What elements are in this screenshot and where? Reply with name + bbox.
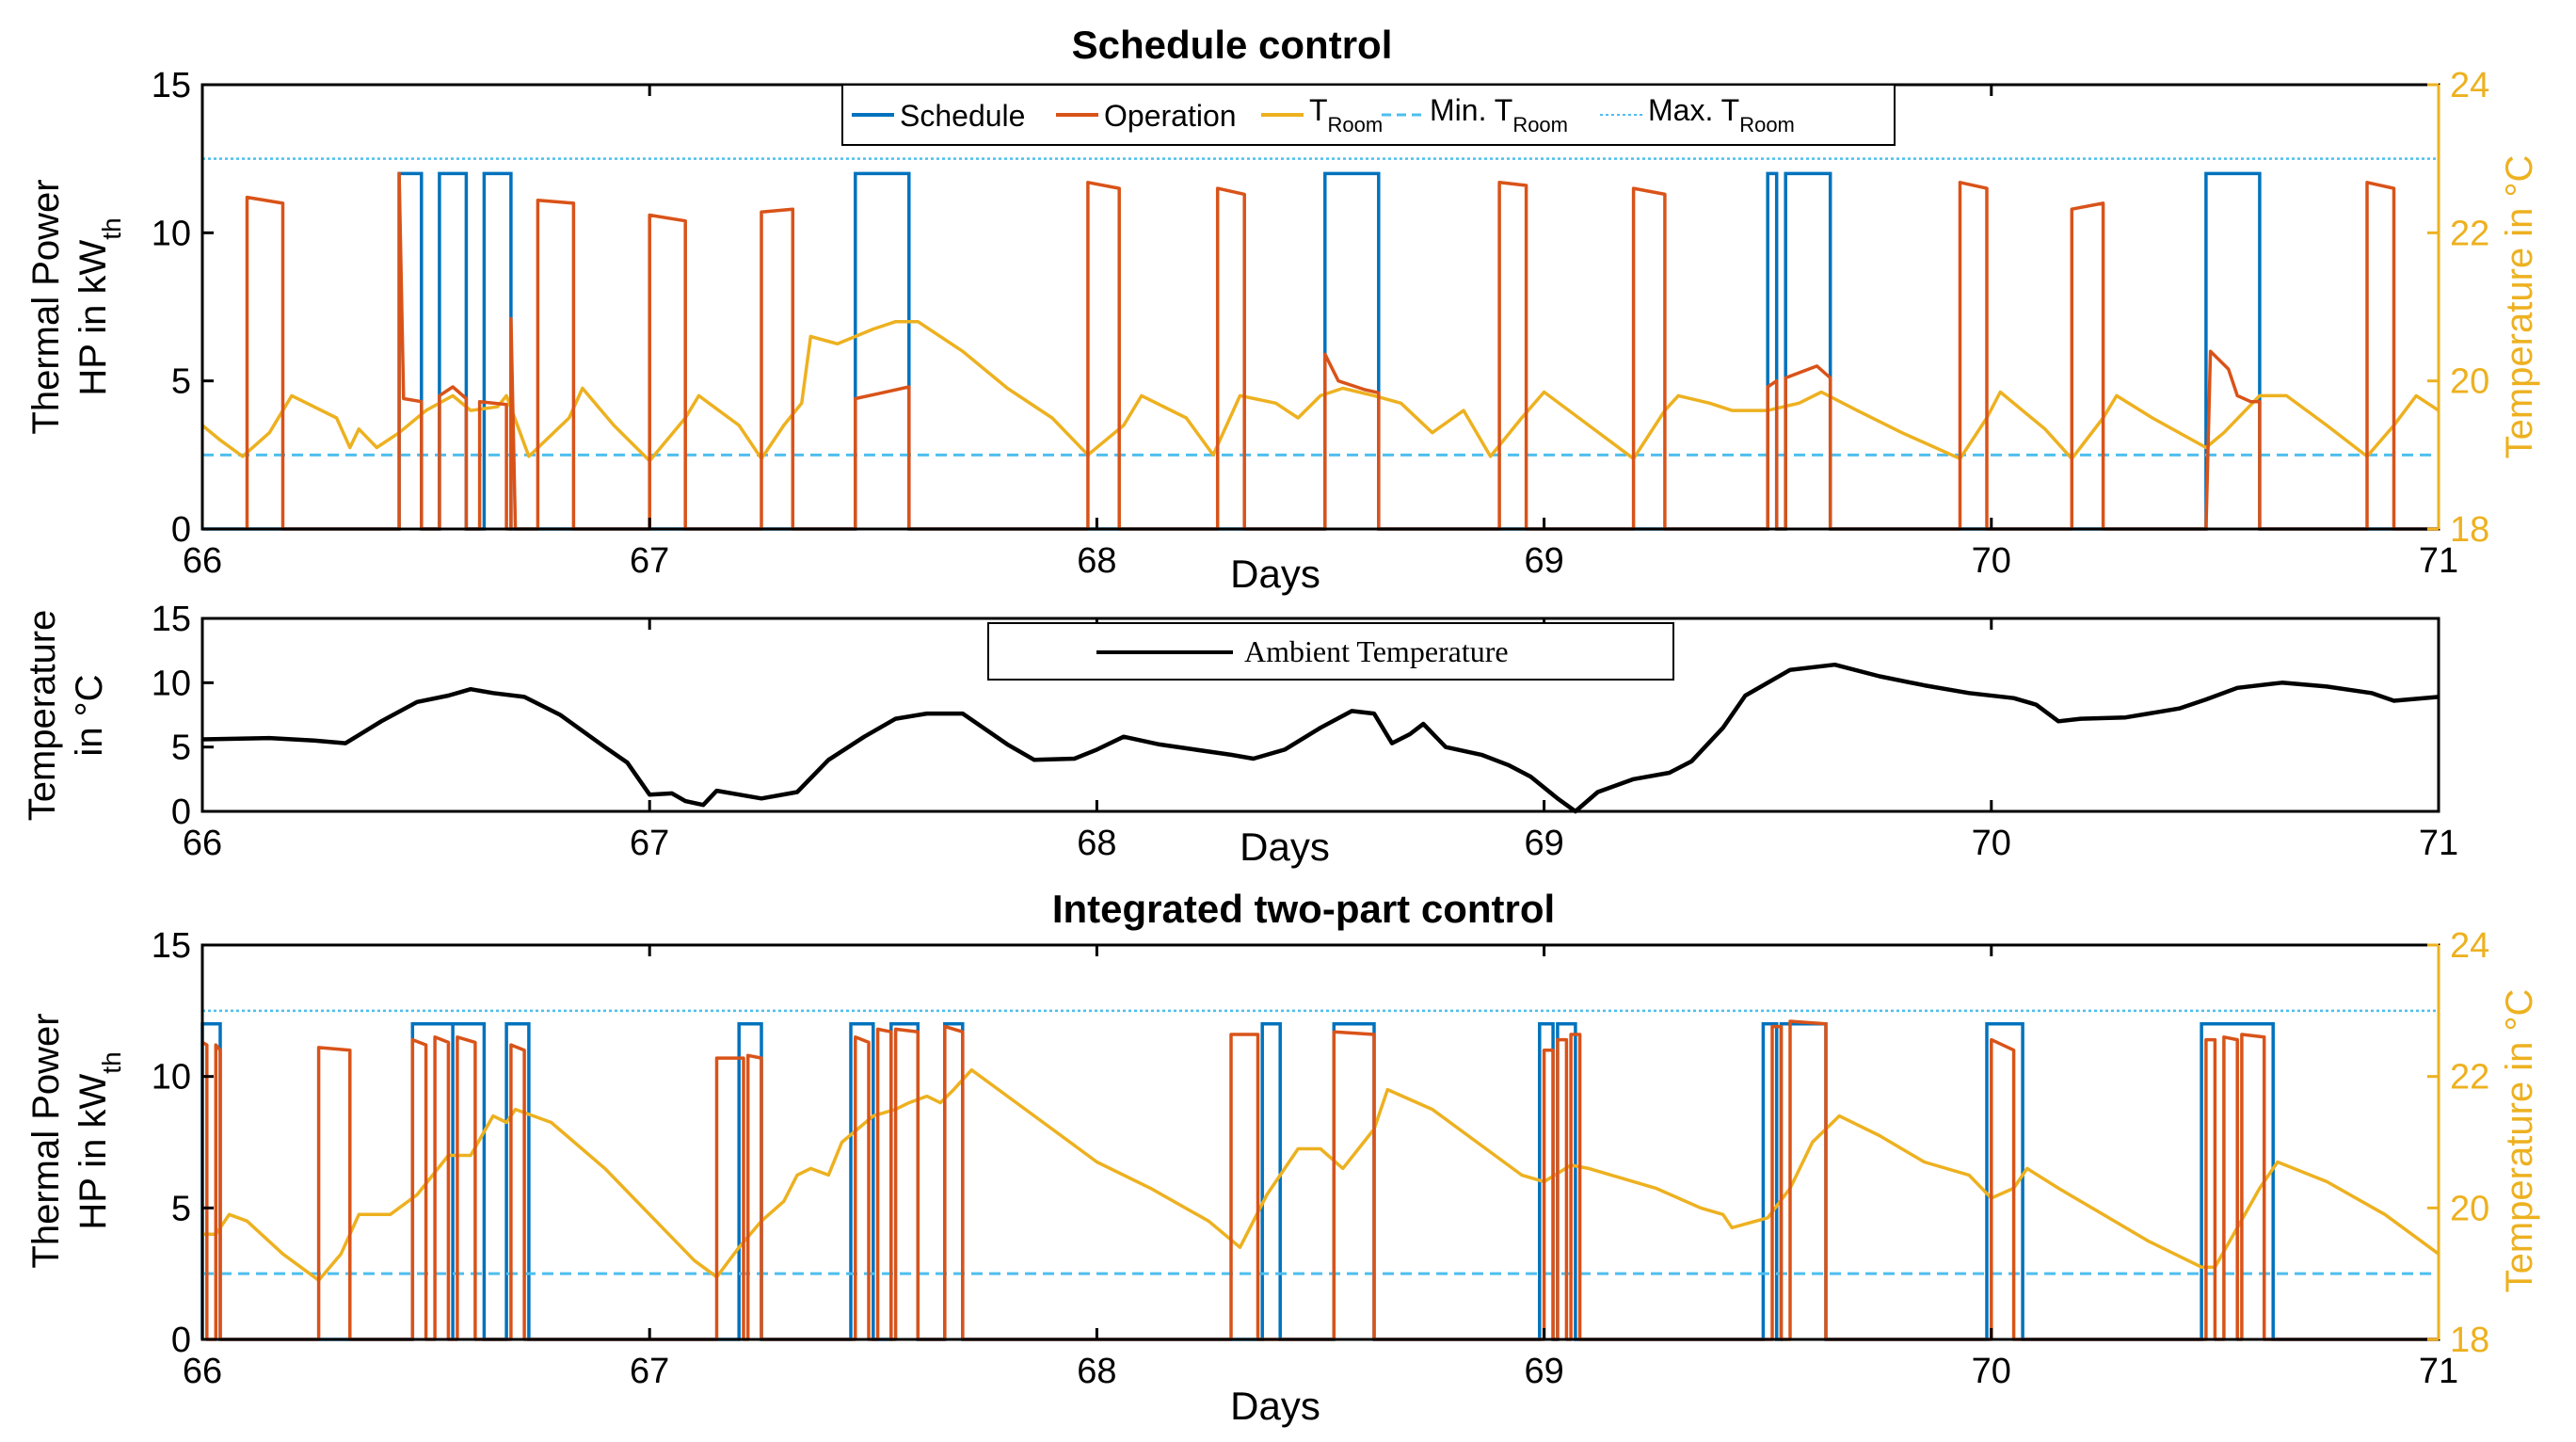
x-tick-label: 71: [2419, 1352, 2458, 1391]
bottom-axes: 66 67 68 69 70 71 0 5 10 15 18 20 22 24: [152, 926, 2490, 1391]
x-tick-label: 67: [630, 541, 669, 581]
right-tick-label: 18: [2450, 1321, 2489, 1360]
panel-integrated-control: Integrated two-part control 66 67 68 69 70 71…: [25, 887, 2540, 1428]
x-tick-label: 69: [1524, 1352, 1563, 1391]
y-tick-label: 15: [152, 926, 191, 966]
mid-legend: Ambient Temperature: [987, 622, 1674, 681]
y-tick-label: 15: [152, 600, 191, 639]
t-room-line: [202, 1067, 2440, 1282]
panel-ambient-temperature: 66 67 68 69 70 71 0 5 10 15 Days Temperature in °…: [22, 600, 2458, 869]
mid-ylabel-line2: in °C: [69, 674, 110, 756]
bottom-ylabel-line1: Thermal Power: [25, 1013, 67, 1268]
legend-label-min-t-room: Min. TRoom: [1430, 93, 1568, 136]
mid-ylabel-line1: Temperature: [22, 610, 63, 822]
legend-label-operation: Operation: [1104, 99, 1237, 133]
y-tick-label: 0: [171, 510, 191, 550]
top-title: Schedule control: [1072, 23, 1393, 67]
y-tick-label: 5: [171, 362, 191, 402]
legend-label-max-t-room: Max. TRoom: [1648, 93, 1795, 136]
right-tick-label: 24: [2450, 926, 2489, 966]
y-tick-label: 10: [152, 1058, 191, 1098]
x-tick-label: 70: [1972, 824, 2011, 863]
bottom-ylabel-right: Temperature in °C: [2499, 989, 2540, 1293]
mid-xlabel: Days: [1240, 825, 1330, 869]
top-axes: 66 67 68 69 70 71 0 5 10 15 18 20 22 24: [152, 66, 2490, 581]
x-tick-label: 67: [630, 824, 669, 863]
right-tick-label: 22: [2450, 214, 2489, 253]
x-tick-label: 68: [1077, 1352, 1116, 1391]
y-tick-label: 0: [171, 793, 191, 832]
bottom-axes-box: [200, 943, 2440, 1341]
x-tick-label: 66: [183, 1352, 222, 1391]
right-tick-label: 18: [2450, 510, 2489, 550]
y-tick-label: 10: [152, 214, 191, 253]
schedule-line: [200, 1022, 2439, 1341]
right-tick-label: 22: [2450, 1058, 2489, 1098]
x-tick-label: 70: [1972, 1352, 2011, 1391]
top-ylabel-line2: HP in kWth: [72, 217, 126, 395]
x-tick-label: 69: [1524, 541, 1563, 581]
y-tick-label: 10: [152, 664, 191, 703]
legend-label-t-room: TRoom: [1309, 93, 1383, 136]
right-tick-label: 20: [2450, 1189, 2489, 1228]
ambient-temperature-line: [201, 662, 2440, 814]
y-tick-label: 5: [171, 729, 191, 768]
x-tick-label: 66: [183, 824, 222, 863]
bottom-title: Integrated two-part control: [1052, 887, 1555, 931]
x-tick-label: 66: [183, 541, 222, 581]
right-tick-label: 20: [2450, 362, 2489, 402]
y-tick-label: 0: [171, 1321, 191, 1360]
bottom-ylabel-line2: HP in kWth: [72, 1051, 126, 1229]
bottom-plot-area: [200, 1009, 2440, 1341]
top-ylabel-right: Temperature in °C: [2499, 155, 2540, 459]
y-tick-label: 5: [171, 1189, 191, 1228]
x-tick-label: 68: [1077, 824, 1116, 863]
x-tick-label: 69: [1524, 824, 1563, 863]
x-tick-label: 70: [1972, 541, 2011, 581]
x-tick-label: 68: [1077, 541, 1116, 581]
right-tick-label: 24: [2450, 66, 2489, 105]
bottom-xlabel: Days: [1230, 1384, 1320, 1428]
t-room-line: [200, 319, 2440, 463]
top-xlabel: Days: [1230, 552, 1320, 596]
mid-plot-area: [201, 662, 2440, 814]
x-tick-label: 67: [630, 1352, 669, 1391]
x-tick-label: 71: [2419, 824, 2458, 863]
operation-line: [201, 1019, 2439, 1341]
x-tick-label: 71: [2419, 541, 2458, 581]
mid-axes-box: [200, 617, 2440, 813]
legend-label-schedule: Schedule: [900, 99, 1025, 133]
top-ylabel-line1: Thermal Power: [25, 179, 67, 434]
y-tick-label: 15: [152, 66, 191, 105]
panel-schedule-control: Schedule control 66 67 68 69 70 71 0 5 10 15 18 20 2…: [25, 23, 2540, 596]
operation-line: [245, 171, 2439, 531]
top-plot-area: [200, 157, 2440, 531]
legend-label-ambient: Ambient Temperature: [1244, 634, 1509, 668]
top-legend: Schedule Operation TRoom Min. TRoom Max.…: [841, 84, 1896, 146]
mid-axes: 66 67 68 69 70 71 0 5 10 15: [152, 600, 2458, 863]
top-legend-box: [841, 84, 1896, 146]
bottom-title-mask: [998, 887, 1647, 941]
